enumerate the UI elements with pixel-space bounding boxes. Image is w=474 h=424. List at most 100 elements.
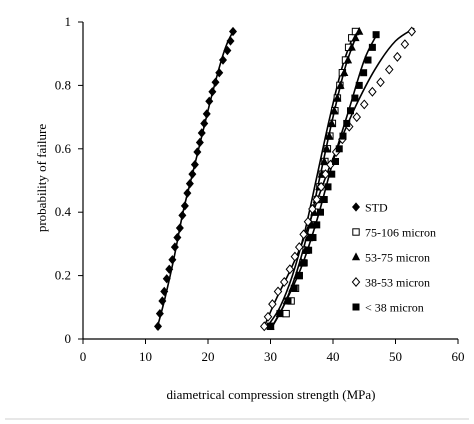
data-point-series-4: [268, 299, 277, 310]
data-point-series-5: [295, 272, 303, 280]
data-point-series-1: [183, 188, 192, 198]
data-point-series-5: [309, 234, 317, 242]
data-point-series-5: [355, 81, 363, 89]
data-point-series-5: [372, 31, 380, 39]
data-point-series-1: [173, 232, 182, 243]
data-point-series-5: [276, 310, 284, 318]
data-point-series-1: [168, 255, 177, 265]
data-point-series-1: [197, 128, 206, 138]
data-point-series-5: [331, 157, 339, 165]
data-point-series-4: [359, 99, 369, 110]
legend-marker-series-1: [352, 202, 360, 212]
data-point-series-1: [202, 109, 211, 119]
plot-area: [154, 26, 417, 332]
data-point-series-5: [335, 145, 343, 153]
x-tick-label: 30: [264, 349, 277, 364]
data-point-series-1: [219, 55, 227, 65]
data-point-series-1: [160, 286, 169, 297]
legend-label-series-2: 75-106 micron: [365, 226, 436, 240]
data-point-series-1: [205, 96, 214, 106]
data-point-series-4: [393, 51, 402, 62]
data-point-series-4: [312, 194, 322, 205]
data-point-series-4: [290, 251, 300, 262]
data-point-series-5: [324, 183, 332, 191]
data-point-series-5: [339, 132, 347, 140]
legend: STD 75-106 micron 53-75 micron 38-53 micron…: [351, 201, 436, 315]
data-point-series-4: [384, 64, 394, 75]
data-point-series-4: [376, 77, 385, 88]
legend-marker-series-2: [352, 228, 360, 236]
data-point-series-5: [300, 259, 308, 267]
data-point-series-3: [320, 156, 329, 165]
data-point-series-4: [285, 264, 295, 275]
data-point-series-5: [351, 94, 359, 102]
data-point-series-1: [229, 26, 237, 37]
y-tick-label: 0: [65, 331, 72, 346]
data-point-series-3: [351, 33, 360, 42]
x-tick-label: 40: [327, 349, 340, 364]
data-point-series-3: [340, 68, 349, 77]
legend-label-series-1: STD: [365, 201, 388, 215]
data-point-series-4: [263, 311, 273, 322]
data-point-series-1: [190, 159, 199, 170]
data-point-series-1: [162, 274, 171, 284]
data-point-series-4: [299, 229, 308, 240]
data-point-series-1: [200, 118, 209, 129]
legend-marker-series-3: [351, 252, 361, 261]
data-point-series-3: [336, 80, 345, 89]
data-point-series-3: [355, 26, 364, 35]
y-tick-label: 0.4: [55, 204, 72, 219]
x-tick-label: 20: [202, 349, 215, 364]
legend-label-series-3: 53-75 micron: [365, 251, 430, 265]
data-point-series-4: [316, 181, 326, 192]
x-tick-label: 50: [389, 349, 402, 364]
data-point-series-4: [273, 286, 283, 297]
y-tick-label: 1: [65, 14, 72, 29]
data-point-series-4: [303, 216, 313, 227]
data-point-series-1: [158, 296, 167, 306]
y-axis-title: probability of failure: [34, 124, 49, 233]
data-point-series-4: [352, 112, 362, 123]
data-point-series-3: [327, 118, 336, 127]
data-point-series-5: [343, 119, 351, 127]
data-point-series-5: [290, 284, 298, 292]
data-point-series-5: [266, 322, 274, 330]
data-point-series-1: [188, 169, 197, 179]
legend-label-series-4: 38-53 micron: [365, 276, 430, 290]
legend-label-series-5: < 38 micron: [365, 301, 424, 315]
data-point-series-4: [294, 242, 304, 253]
data-point-series-1: [223, 45, 232, 56]
data-point-series-1: [208, 87, 217, 97]
data-point-series-5: [368, 43, 376, 51]
data-point-series-4: [279, 276, 289, 287]
data-point-series-1: [165, 264, 174, 274]
data-point-series-1: [211, 77, 220, 87]
axes: 0 10 20 30 40 50 60 0 0.2 0.4 0.6 0.8 1: [55, 14, 465, 364]
data-point-series-1: [154, 321, 162, 331]
data-point-series-5: [346, 107, 354, 115]
data-point-series-4: [259, 321, 269, 332]
data-point-series-5: [320, 196, 328, 204]
data-point-series-5: [305, 246, 313, 254]
data-point-series-4: [368, 86, 377, 97]
data-point-series-4: [308, 204, 317, 214]
data-point-series-2: [282, 309, 290, 318]
data-point-series-5: [316, 208, 324, 216]
data-point-series-4: [321, 169, 330, 180]
data-point-series-1: [193, 147, 202, 157]
data-point-series-3: [330, 106, 339, 115]
data-point-series-1: [185, 179, 194, 189]
legend-marker-series-4: [351, 277, 361, 287]
data-point-series-1: [226, 36, 235, 46]
data-point-series-1: [195, 137, 204, 148]
data-point-series-5: [328, 170, 336, 178]
data-point-series-4: [400, 39, 410, 50]
data-point-series-1: [175, 223, 184, 233]
data-point-series-5: [364, 56, 372, 64]
y-tick-label: 0.2: [55, 268, 71, 283]
data-point-series-1: [170, 242, 179, 252]
y-tick-label: 0.8: [55, 77, 71, 92]
data-point-series-4: [407, 26, 417, 37]
